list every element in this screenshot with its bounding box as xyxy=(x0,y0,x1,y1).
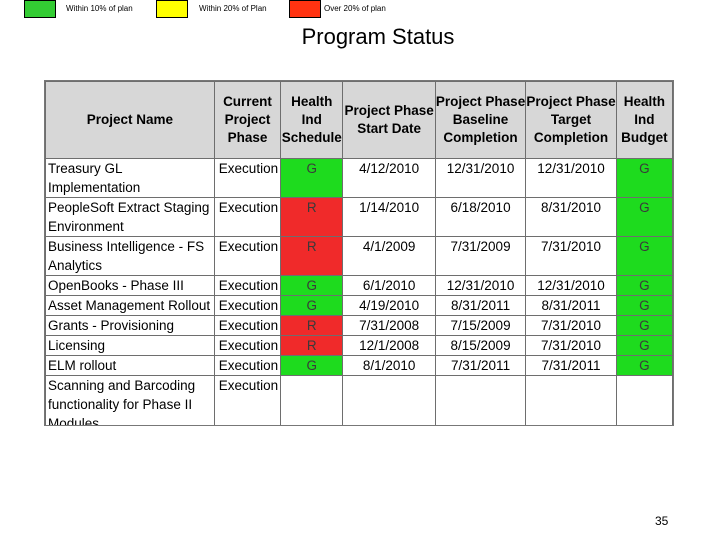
cell-health-schedule xyxy=(280,375,344,425)
table-row: Treasury GL Implementation Execution G 4/12… xyxy=(45,158,673,198)
header-baseline-completion: Project Phase Baseline Completion xyxy=(434,81,527,159)
cell-baseline-completion: 8/15/2009 xyxy=(434,335,527,356)
cell-target-completion: 7/31/2010 xyxy=(525,335,617,356)
table-row: Scanning and Barcoding functionality for… xyxy=(45,375,673,425)
cell-health-schedule: R xyxy=(280,335,344,356)
cell-target-completion: 7/31/2010 xyxy=(525,236,617,276)
cell-phase-start: 7/31/2008 xyxy=(342,315,436,336)
cell-health-budget: G xyxy=(615,295,673,316)
cell-health-budget: G xyxy=(615,158,673,198)
cell-current-phase: Execution xyxy=(213,158,282,198)
cell-health-schedule: R xyxy=(280,236,344,276)
cell-phase-start: 8/1/2010 xyxy=(342,355,436,376)
cell-current-phase: Execution xyxy=(213,197,282,237)
header-current-phase: Current Project Phase xyxy=(213,81,282,159)
cell-health-budget xyxy=(615,375,673,425)
cell-baseline-completion: 7/15/2009 xyxy=(434,315,527,336)
cell-phase-start: 6/1/2010 xyxy=(342,275,436,296)
cell-phase-start: 4/19/2010 xyxy=(342,295,436,316)
cell-health-schedule: R xyxy=(280,315,344,336)
legend-swatch-green xyxy=(24,0,56,18)
cell-current-phase: Execution xyxy=(213,236,282,276)
cell-project-name: Treasury GL Implementation xyxy=(45,158,215,198)
table-row: Licensing Execution R 12/1/2008 8/15/2009 7/3… xyxy=(45,335,673,356)
cell-health-budget: G xyxy=(615,335,673,356)
cell-baseline-completion: 12/31/2010 xyxy=(434,158,527,198)
cell-health-schedule: G xyxy=(280,295,344,316)
cell-baseline-completion: 7/31/2011 xyxy=(434,355,527,376)
cell-project-name: Scanning and Barcoding functionality for… xyxy=(45,375,215,425)
cell-health-budget: G xyxy=(615,236,673,276)
cell-health-schedule: G xyxy=(280,275,344,296)
table-row: Asset Management Rollout Execution G 4/19/2… xyxy=(45,295,673,316)
table-row: PeopleSoft Extract Staging Environment Ex… xyxy=(45,197,673,237)
cell-health-schedule: G xyxy=(280,355,344,376)
cell-target-completion: 12/31/2010 xyxy=(525,158,617,198)
header-project-name: Project Name xyxy=(45,81,215,159)
cell-project-name: ELM rollout xyxy=(45,355,215,376)
cell-phase-start xyxy=(342,375,436,425)
cell-project-name: Asset Management Rollout xyxy=(45,295,215,316)
legend-label-yellow: Within 20% of Plan xyxy=(199,4,267,13)
cell-project-name: Grants - Provisioning xyxy=(45,315,215,336)
cell-phase-start: 1/14/2010 xyxy=(342,197,436,237)
cell-current-phase: Execution xyxy=(213,355,282,376)
cell-target-completion xyxy=(525,375,617,425)
cell-baseline-completion: 6/18/2010 xyxy=(434,197,527,237)
cell-health-budget: G xyxy=(615,197,673,237)
cell-health-budget: G xyxy=(615,355,673,376)
cell-health-budget: G xyxy=(615,275,673,296)
cell-current-phase: Execution xyxy=(213,375,282,425)
cell-phase-start: 4/1/2009 xyxy=(342,236,436,276)
table-row: Grants - Provisioning Execution R 7/31/2008… xyxy=(45,315,673,336)
cell-project-name: Licensing xyxy=(45,335,215,356)
cell-baseline-completion xyxy=(434,375,527,425)
legend-swatch-red xyxy=(289,0,321,18)
header-health-schedule: Health Ind Schedule xyxy=(280,81,344,159)
cell-target-completion: 12/31/2010 xyxy=(525,275,617,296)
legend-label-red: Over 20% of plan xyxy=(324,4,386,13)
cell-health-budget: G xyxy=(615,315,673,336)
cell-current-phase: Execution xyxy=(213,315,282,336)
legend-label-green: Within 10% of plan xyxy=(66,4,133,13)
program-status-table: Project Name Current Project Phase Healt… xyxy=(44,80,674,426)
cell-health-schedule: G xyxy=(280,158,344,198)
header-target-completion: Project Phase Target Completion xyxy=(525,81,617,159)
cell-baseline-completion: 8/31/2011 xyxy=(434,295,527,316)
table-header-row: Project Name Current Project Phase Healt… xyxy=(45,81,673,159)
cell-current-phase: Execution xyxy=(213,295,282,316)
legend-swatch-yellow xyxy=(156,0,188,18)
cell-target-completion: 8/31/2010 xyxy=(525,197,617,237)
cell-health-schedule: R xyxy=(280,197,344,237)
table-row: ELM rollout Execution G 8/1/2010 7/31/2011 7/… xyxy=(45,355,673,376)
header-phase-start: Project Phase Start Date xyxy=(342,81,436,159)
table-row: Business Intelligence - FS Analytics Exec… xyxy=(45,236,673,276)
cell-current-phase: Execution xyxy=(213,275,282,296)
cell-target-completion: 7/31/2010 xyxy=(525,315,617,336)
header-health-budget: Health Ind Budget xyxy=(615,81,673,159)
cell-project-name: Business Intelligence - FS Analytics xyxy=(45,236,215,276)
cell-phase-start: 4/12/2010 xyxy=(342,158,436,198)
cell-project-name: PeopleSoft Extract Staging Environment xyxy=(45,197,215,237)
cell-baseline-completion: 7/31/2009 xyxy=(434,236,527,276)
table-row: OpenBooks - Phase III Execution G 6/1/2010 1… xyxy=(45,275,673,296)
cell-target-completion: 8/31/2011 xyxy=(525,295,617,316)
cell-target-completion: 7/31/2011 xyxy=(525,355,617,376)
cell-baseline-completion: 12/31/2010 xyxy=(434,275,527,296)
cell-current-phase: Execution xyxy=(213,335,282,356)
page-title: Program Status xyxy=(301,24,455,49)
cell-project-name: OpenBooks - Phase III xyxy=(45,275,215,296)
cell-phase-start: 12/1/2008 xyxy=(342,335,436,356)
page-number: 35 xyxy=(655,514,669,528)
